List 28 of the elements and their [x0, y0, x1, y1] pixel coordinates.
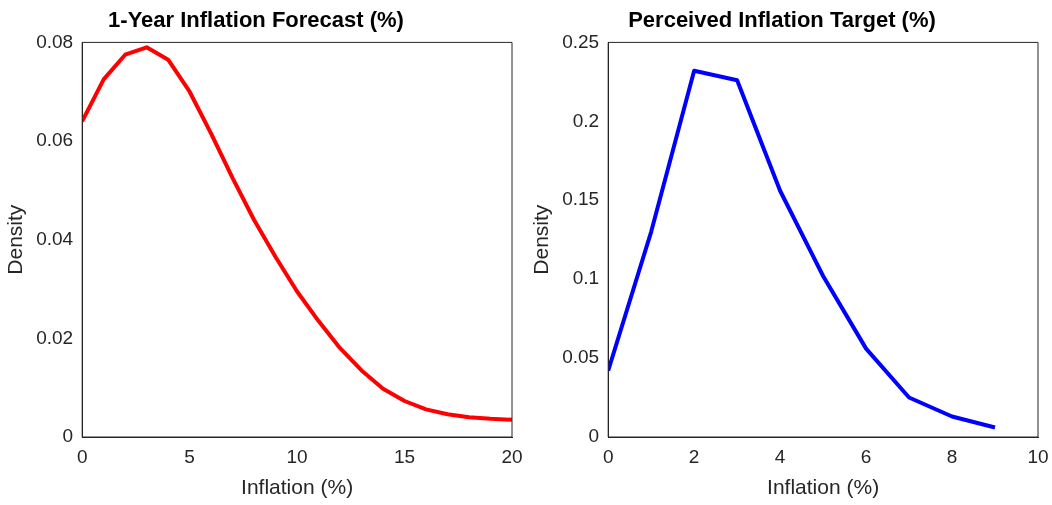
y-axis-title: Density — [529, 204, 553, 275]
x-axis-title: Inflation (%) — [767, 475, 880, 499]
x-tick-label: 6 — [860, 445, 872, 467]
y-tick-label: 0.06 — [36, 129, 74, 151]
x-axis-title: Inflation (%) — [241, 475, 354, 499]
y-tick-label: 0.05 — [562, 346, 600, 368]
x-tick-label: 10 — [286, 445, 308, 467]
x-tick-label: 10 — [1027, 445, 1049, 467]
chart-title: 1-Year Inflation Forecast (%) — [108, 7, 404, 33]
x-tick-label: 8 — [946, 445, 958, 467]
y-tick-label: 0.1 — [572, 267, 600, 289]
x-tick-label: 0 — [602, 445, 614, 467]
x-tick-label: 20 — [501, 445, 523, 467]
chart-title: Perceived Inflation Target (%) — [628, 7, 936, 33]
y-tick-label: 0.08 — [36, 30, 74, 52]
y-tick-label: 0 — [588, 425, 600, 447]
x-tick-label: 4 — [774, 445, 786, 467]
y-tick-label: 0.02 — [36, 326, 74, 348]
y-tick-label: 0.15 — [562, 188, 600, 210]
y-tick-label: 0 — [62, 425, 74, 447]
y-tick-label: 0.04 — [36, 227, 74, 249]
x-tick-label: 5 — [184, 445, 195, 467]
y-tick-label: 0.25 — [562, 30, 600, 52]
y-axis-title: Density — [3, 204, 27, 275]
y-tick-label: 0.2 — [572, 109, 600, 131]
x-tick-label: 15 — [393, 445, 416, 467]
x-tick-label: 0 — [76, 445, 88, 467]
x-tick-label: 2 — [688, 445, 700, 467]
